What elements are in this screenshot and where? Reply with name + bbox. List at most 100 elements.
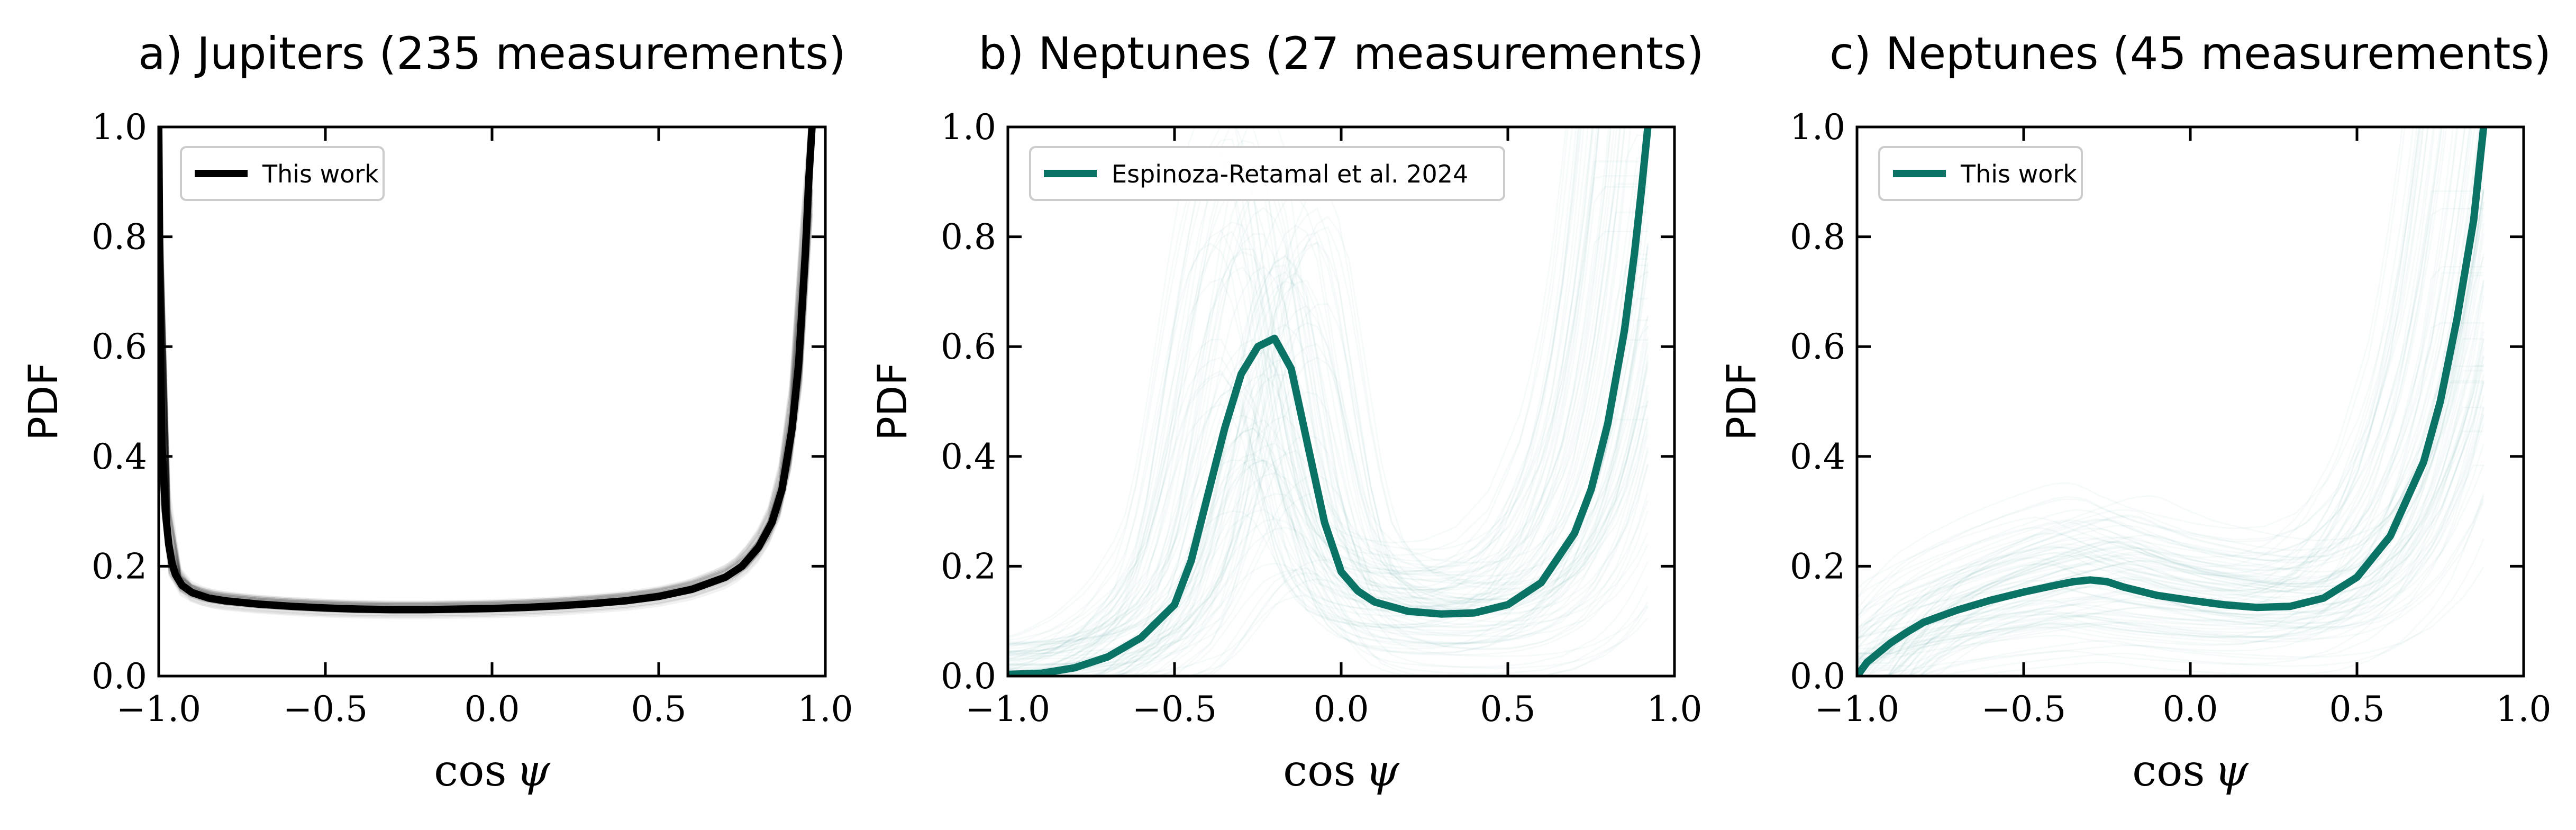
- x-tick-label: 0.0: [2163, 689, 2218, 729]
- y-tick-label: 0.0: [92, 656, 147, 697]
- legend: This work: [180, 146, 385, 201]
- legend-box: [1878, 146, 2083, 201]
- x-tick-label: 0.5: [2329, 689, 2385, 729]
- sample-curve: [159, 127, 813, 606]
- legend-label: This work: [262, 160, 379, 188]
- y-axis-label: PDF: [869, 362, 916, 441]
- sample-curve: [159, 131, 813, 612]
- sample-curve: [159, 152, 813, 617]
- sample-curve: [159, 127, 813, 606]
- chart-panel-2: b) Neptunes (27 measurements) PDF cos ψ −1.0…: [869, 0, 1704, 796]
- legend-box: [1029, 146, 1505, 201]
- x-axis-label-symbol: ψ: [516, 746, 551, 796]
- sample-curve: [159, 127, 812, 606]
- sample-curve: [159, 131, 813, 614]
- sample-curve: [159, 130, 813, 607]
- sample-curve: [159, 127, 813, 606]
- x-tick-label: 1.0: [798, 689, 853, 729]
- sample-curve: [159, 127, 813, 604]
- sample-curve: [159, 156, 813, 616]
- x-axis-label-symbol: ψ: [2215, 746, 2249, 796]
- sample-curve: [159, 132, 813, 614]
- sample-curve: [159, 131, 813, 609]
- y-tick-label: 0.0: [1790, 656, 1845, 697]
- sample-curve: [159, 134, 813, 612]
- y-tick-label: 0.6: [941, 326, 996, 367]
- x-axis-label-main: cos: [2132, 746, 2205, 796]
- posterior-samples: [1008, 0, 1648, 676]
- y-tick-label: 0.2: [941, 546, 996, 587]
- chart-title: c) Neptunes (45 measurements): [1829, 28, 2551, 79]
- sample-curve: [159, 133, 813, 610]
- x-axis-label: cos ψ: [434, 746, 550, 796]
- legend: Espinoza-Retamal et al. 2024: [1029, 146, 1505, 201]
- x-tick-label: 0.0: [1314, 689, 1369, 729]
- y-tick-label: 1.0: [941, 107, 996, 148]
- sample-curve: [159, 127, 813, 605]
- x-tick-label: 0.5: [631, 689, 687, 729]
- chart-panel-1: a) Jupiters (235 measurements) PDF cos ψ −1.…: [20, 28, 853, 796]
- sample-curve: [159, 132, 813, 611]
- y-axis-label: PDF: [20, 362, 67, 441]
- sample-curve: [159, 127, 812, 607]
- chart-panel-3: c) Neptunes (45 measurements) PDF cos ψ −1.0…: [1718, 0, 2552, 796]
- x-tick-label: 0.5: [1480, 689, 1536, 729]
- y-tick-label: 0.8: [1790, 217, 1845, 258]
- sample-curve: [159, 158, 813, 618]
- sample-curve: [159, 129, 813, 615]
- x-tick-label: 1.0: [2496, 689, 2552, 729]
- legend-label: This work: [1960, 160, 2077, 188]
- sample-curve: [159, 140, 813, 609]
- sample-curve: [159, 127, 812, 604]
- x-axis-label-main: cos: [434, 746, 506, 796]
- sample-curve: [159, 147, 813, 615]
- y-tick-label: 0.6: [1790, 326, 1845, 367]
- y-tick-label: 0.4: [1790, 436, 1845, 477]
- sample-curve: [159, 127, 810, 604]
- x-axis-label-symbol: ψ: [1366, 746, 1400, 796]
- sample-curve: [159, 133, 813, 609]
- x-tick-label: 1.0: [1647, 689, 1703, 729]
- x-axis-label-main: cos: [1283, 746, 1355, 796]
- sample-curve: [159, 141, 813, 610]
- series-line: [1857, 127, 2488, 676]
- y-tick-label: 0.0: [941, 656, 996, 697]
- y-tick-label: 0.2: [1790, 546, 1845, 587]
- y-tick-label: 0.2: [92, 546, 147, 587]
- x-tick-label: −1.0: [116, 689, 201, 729]
- legend-label: Espinoza-Retamal et al. 2024: [1112, 160, 1468, 188]
- series-line: [159, 127, 816, 614]
- axes-frame: [157, 125, 827, 678]
- sample-curve: [159, 127, 813, 604]
- y-axis-label: PDF: [1718, 362, 1765, 441]
- sample-curve: [159, 137, 813, 610]
- x-tick-label: −0.5: [283, 689, 368, 729]
- sample-curve: [159, 134, 813, 608]
- sample-curve: [159, 127, 811, 603]
- sample-curve: [159, 143, 813, 614]
- sample-curve: [159, 134, 813, 613]
- y-tick-label: 0.8: [941, 217, 996, 258]
- sample-curve: [159, 159, 813, 619]
- y-tick-label: 0.4: [941, 436, 996, 477]
- y-tick-label: 1.0: [92, 107, 147, 148]
- sample-curve: [159, 148, 813, 613]
- sample-curve: [159, 144, 813, 612]
- sample-curve: [159, 132, 813, 613]
- posterior-samples: [1857, 0, 2483, 676]
- x-tick-label: 0.0: [465, 689, 520, 729]
- x-tick-label: −1.0: [966, 689, 1050, 729]
- sample-curve: [159, 150, 813, 617]
- chart-title: b) Neptunes (27 measurements): [978, 28, 1704, 79]
- sample-curve: [159, 141, 813, 612]
- x-tick-label: −1.0: [1815, 689, 1899, 729]
- sample-curve: [159, 127, 812, 604]
- x-axis-label: cos ψ: [2132, 746, 2249, 796]
- y-tick-label: 0.4: [92, 436, 147, 477]
- chart-title: a) Jupiters (235 measurements): [138, 28, 846, 79]
- sample-curve: [159, 152, 813, 614]
- y-tick-label: 0.8: [92, 217, 147, 258]
- legend-box: [180, 146, 385, 201]
- series-line: [1008, 127, 1652, 676]
